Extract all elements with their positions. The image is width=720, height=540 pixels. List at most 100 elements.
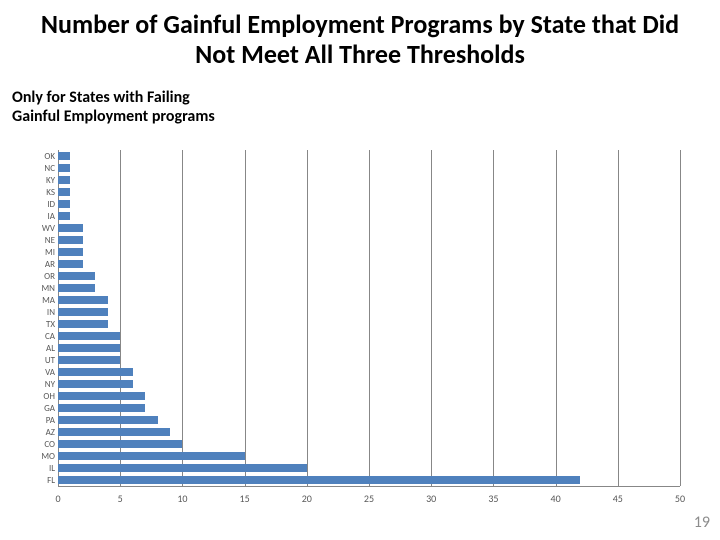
bar-row	[58, 162, 680, 174]
bar	[58, 284, 95, 291]
bar-row	[58, 438, 680, 450]
bar-row	[58, 462, 680, 474]
bar-row	[58, 378, 680, 390]
bar-row	[58, 246, 680, 258]
x-axis-label: 0	[55, 492, 60, 505]
y-axis-label: IL	[25, 464, 55, 473]
y-axis-label: TX	[25, 320, 55, 329]
y-axis-label: GA	[25, 404, 55, 413]
bar	[58, 200, 70, 207]
bar	[58, 152, 70, 159]
y-axis-label: PA	[25, 416, 55, 425]
x-axis-label: 15	[240, 492, 250, 505]
page-number: 19	[694, 513, 710, 532]
bar-row	[58, 390, 680, 402]
bar	[58, 308, 108, 315]
bar	[58, 248, 83, 255]
bar	[58, 404, 145, 411]
bar	[58, 164, 70, 171]
y-axis-label: AL	[25, 344, 55, 353]
y-axis-label: AZ	[25, 428, 55, 437]
bar	[58, 224, 83, 231]
bar-row	[58, 474, 680, 486]
bar-row	[58, 270, 680, 282]
bar	[58, 368, 133, 375]
bar-row	[58, 342, 680, 354]
y-axis-label: IA	[25, 212, 55, 221]
bar	[58, 236, 83, 243]
y-axis-label: FL	[25, 476, 55, 485]
y-axis-label: IN	[25, 308, 55, 317]
bar-row	[58, 426, 680, 438]
y-axis-label: MO	[25, 452, 55, 461]
page-title: Number of Gainful Employment Programs by…	[0, 0, 720, 78]
y-axis-label: KY	[25, 176, 55, 185]
x-axis-line	[58, 486, 680, 487]
y-axis-label: MN	[25, 284, 55, 293]
x-axis-label: 25	[364, 492, 374, 505]
y-axis-label: OR	[25, 272, 55, 281]
bar-row	[58, 234, 680, 246]
bar-row	[58, 198, 680, 210]
x-axis-label: 30	[426, 492, 436, 505]
x-axis-label: 10	[177, 492, 187, 505]
y-axis-label: NE	[25, 236, 55, 245]
subtitle: Only for States with Failing Gainful Emp…	[0, 78, 720, 134]
bar-row	[58, 450, 680, 462]
bar	[58, 416, 158, 423]
bar	[58, 320, 108, 327]
bar	[58, 296, 108, 303]
bar-row	[58, 258, 680, 270]
bar	[58, 212, 70, 219]
y-axis-label: CA	[25, 332, 55, 341]
bar	[58, 356, 120, 363]
bar-row	[58, 330, 680, 342]
bar	[58, 176, 70, 183]
bar	[58, 260, 83, 267]
bar-row	[58, 222, 680, 234]
bar-row	[58, 150, 680, 162]
bar-row	[58, 294, 680, 306]
x-axis-label: 35	[488, 492, 498, 505]
y-axis-label: OK	[25, 152, 55, 161]
y-axis-label: OH	[25, 392, 55, 401]
bar	[58, 428, 170, 435]
bar-row	[58, 402, 680, 414]
bar-row	[58, 306, 680, 318]
y-axis-label: MI	[25, 248, 55, 257]
bar-row	[58, 414, 680, 426]
x-axis-label: 45	[613, 492, 623, 505]
bar	[58, 440, 182, 447]
x-axis: 05101520253035404550	[58, 486, 680, 510]
y-axis-label: CO	[25, 440, 55, 449]
bar-chart: 05101520253035404550 OKNCKYKSIDIAWVNEMIA…	[28, 150, 680, 510]
gridline	[680, 150, 681, 486]
y-axis-label: NY	[25, 380, 55, 389]
plot-area	[58, 150, 680, 486]
bar-row	[58, 318, 680, 330]
y-axis-label: VA	[25, 368, 55, 377]
bar-row	[58, 186, 680, 198]
subtitle-line1: Only for States with Failing	[12, 88, 720, 107]
y-axis-label: UT	[25, 356, 55, 365]
bar	[58, 392, 145, 399]
subtitle-line2: Gainful Employment programs	[12, 107, 720, 126]
bar-row	[58, 366, 680, 378]
bar	[58, 476, 580, 483]
bar	[58, 188, 70, 195]
y-axis-label: NC	[25, 164, 55, 173]
bar-row	[58, 354, 680, 366]
bar	[58, 344, 120, 351]
x-axis-label: 40	[551, 492, 561, 505]
bar-row	[58, 282, 680, 294]
x-axis-label: 20	[302, 492, 312, 505]
y-axis-label: ID	[25, 200, 55, 209]
bar	[58, 452, 245, 459]
bar	[58, 272, 95, 279]
y-axis-label: AR	[25, 260, 55, 269]
bar-row	[58, 174, 680, 186]
bar	[58, 464, 307, 471]
x-axis-label: 50	[675, 492, 685, 505]
y-axis-label: KS	[25, 188, 55, 197]
y-axis-label: MA	[25, 296, 55, 305]
